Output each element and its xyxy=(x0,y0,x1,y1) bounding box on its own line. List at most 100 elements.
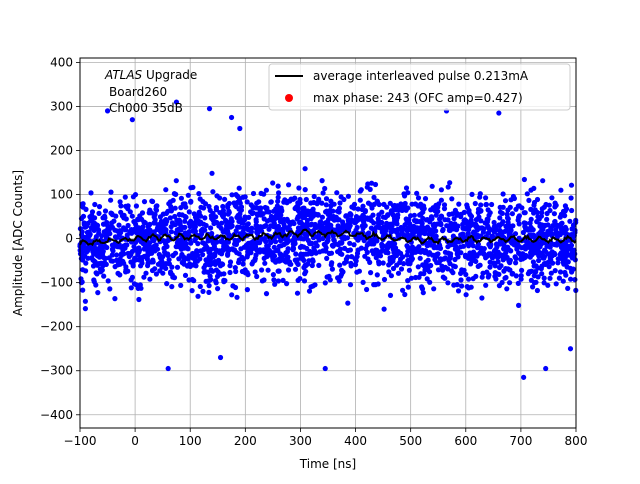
scatter-point xyxy=(133,203,139,209)
scatter-point xyxy=(371,220,377,226)
scatter-point xyxy=(528,206,534,212)
scatter-point xyxy=(392,251,398,257)
scatter-point xyxy=(542,261,549,267)
scatter-point xyxy=(553,202,559,208)
scatter-point xyxy=(190,262,196,268)
scatter-point xyxy=(236,185,242,191)
scatter-point xyxy=(171,191,177,197)
scatter-point xyxy=(203,269,209,275)
scatter-point xyxy=(144,253,150,259)
scatter-point xyxy=(405,248,411,254)
scatter-point xyxy=(304,210,310,216)
scatter-point xyxy=(415,203,421,209)
scatter-point xyxy=(295,200,301,206)
x-tick-label: 0 xyxy=(131,434,139,448)
scatter-point xyxy=(414,190,420,196)
scatter-point xyxy=(358,187,364,193)
scatter-point xyxy=(81,220,87,226)
scatter-point xyxy=(560,278,566,284)
scatter-point xyxy=(526,197,532,203)
scatter-point xyxy=(370,237,376,243)
scatter-point xyxy=(253,252,259,258)
scatter-point xyxy=(283,259,289,265)
axes-frame xyxy=(79,57,577,429)
scatter-point xyxy=(205,238,211,244)
scatter-point xyxy=(354,250,361,256)
scatter-point xyxy=(88,218,94,224)
scatter-point-outlier xyxy=(228,114,235,121)
scatter-point xyxy=(321,241,327,247)
scatter-point xyxy=(544,210,550,217)
scatter-point xyxy=(545,222,551,228)
scatter-point xyxy=(209,170,215,176)
scatter-point xyxy=(518,276,524,282)
scatter-point xyxy=(80,201,86,207)
scatter-point xyxy=(471,254,477,260)
scatter-point xyxy=(257,249,263,255)
scatter-point xyxy=(495,259,501,265)
scatter-point xyxy=(329,242,335,248)
scatter-point xyxy=(301,278,308,284)
scatter-point xyxy=(92,245,98,251)
scatter-point xyxy=(312,282,318,288)
scatter-point xyxy=(349,204,355,210)
scatter-point xyxy=(438,213,444,219)
scatter-point xyxy=(533,279,539,285)
scatter-point xyxy=(397,259,403,266)
scatter-point xyxy=(182,272,189,278)
scatter-point xyxy=(436,201,442,207)
scatter-point xyxy=(82,306,88,312)
legend-marker-swatch xyxy=(285,94,293,102)
scatter-point xyxy=(139,228,145,234)
scatter-point xyxy=(451,282,457,288)
scatter-point xyxy=(217,263,224,269)
scatter-point xyxy=(83,268,89,274)
scatter-point xyxy=(440,228,446,234)
scatter-point xyxy=(341,260,348,266)
channel-label: Ch000 35dB xyxy=(109,101,183,115)
scatter-point xyxy=(490,260,496,266)
scatter-point xyxy=(206,289,212,295)
scatter-point xyxy=(405,225,411,231)
scatter-point xyxy=(284,239,290,245)
scatter-point xyxy=(557,214,563,220)
atlas-annotation-line1: ATLAS Upgrade xyxy=(104,68,197,82)
scatter-point xyxy=(503,274,509,281)
scatter-point xyxy=(82,253,88,259)
scatter-point xyxy=(206,203,212,210)
scatter-point xyxy=(373,224,379,231)
scatter-point xyxy=(196,209,202,215)
scatter-point xyxy=(232,265,238,271)
scatter-point xyxy=(122,194,128,200)
scatter-point xyxy=(468,222,474,228)
scatter-point xyxy=(188,240,194,246)
scatter-point xyxy=(203,222,209,229)
scatter-point xyxy=(454,212,460,218)
scatter-point xyxy=(155,261,161,267)
scatter-point xyxy=(385,212,391,218)
scatter-point xyxy=(551,241,558,248)
scatter-point xyxy=(497,241,503,247)
scatter-point xyxy=(136,245,142,251)
scatter-point xyxy=(497,227,503,234)
scatter-point xyxy=(252,269,258,275)
scatter-point xyxy=(186,277,192,283)
scatter-point xyxy=(337,250,343,257)
scatter-point xyxy=(421,206,427,212)
scatter-point-outlier xyxy=(173,99,180,105)
scatter-point xyxy=(259,278,265,284)
scatter-point xyxy=(213,207,219,213)
scatter-point xyxy=(164,218,170,224)
scatter-point xyxy=(300,256,306,262)
scatter-point xyxy=(419,284,425,290)
scatter-point xyxy=(262,260,268,266)
scatter-point xyxy=(401,261,407,267)
scatter-point xyxy=(96,210,102,216)
scatter-point xyxy=(546,202,552,208)
scatter-point xyxy=(464,240,470,246)
scatter-point xyxy=(125,222,131,229)
scatter-point xyxy=(348,219,354,225)
atlas-label: ATLAS xyxy=(104,68,143,82)
scatter-point xyxy=(270,272,276,278)
scatter-point xyxy=(516,302,522,308)
